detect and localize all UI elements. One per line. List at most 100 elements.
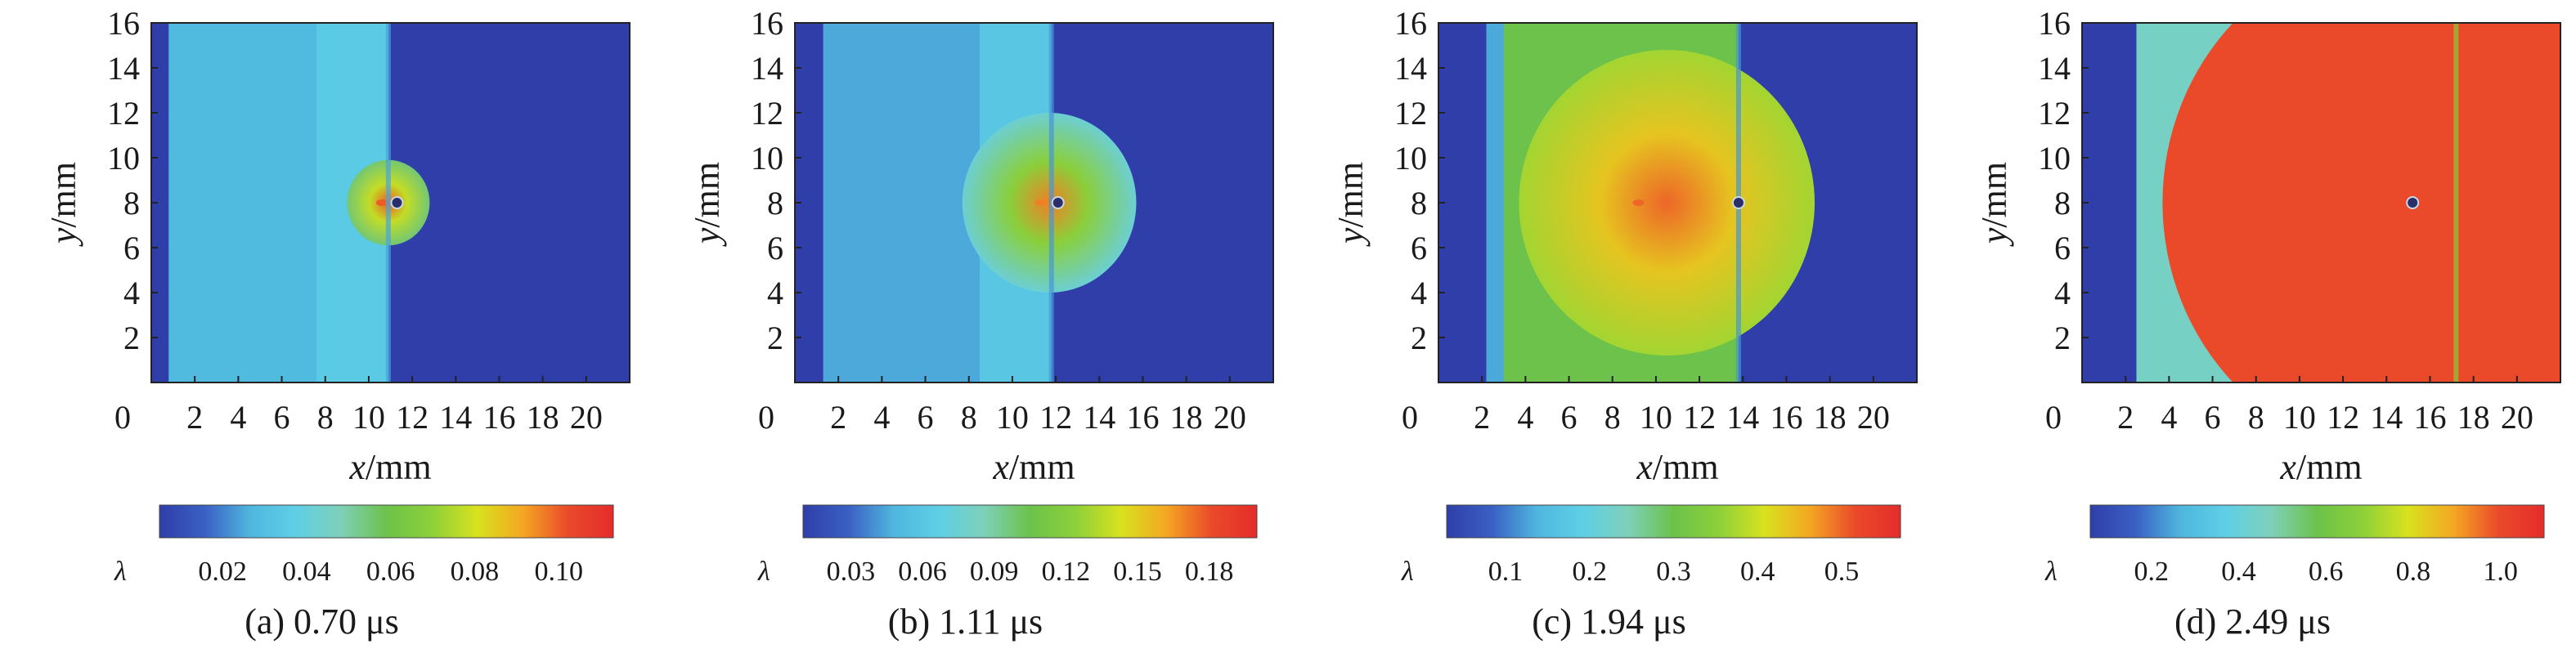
colorbar-tick-label: 0.08 — [451, 557, 500, 587]
x-tick-label: 18 — [2457, 399, 2490, 436]
y-axis-unit: /mm — [687, 162, 727, 228]
colorbar — [802, 504, 1258, 539]
x-tick-label: 2 — [2117, 399, 2134, 436]
colorbar-tick-label: 0.2 — [2134, 557, 2169, 587]
y-tick-label: 10 — [2038, 140, 2071, 177]
x-tick-label: 4 — [873, 399, 890, 436]
y-tick-label: 2 — [2054, 320, 2071, 356]
x-tick-label: 20 — [2501, 399, 2533, 436]
x-axis-unit: /mm — [366, 447, 432, 487]
x-tick-label: 4 — [2161, 399, 2177, 436]
x-tick-label: 12 — [2327, 399, 2359, 436]
x-tick-label: 14 — [2370, 399, 2403, 436]
colorbar-symbol: λ — [757, 557, 770, 587]
caption-text: (b) 1.11 μs — [887, 602, 1043, 642]
heatmap-field — [151, 23, 630, 382]
x-tick-label: 18 — [1814, 399, 1847, 436]
x-tick-label: 2 — [1474, 399, 1490, 436]
shock-front — [2453, 23, 2459, 382]
y-tick-label: 2 — [767, 320, 783, 356]
y-tick-label: 6 — [123, 230, 140, 266]
shock-front — [385, 23, 391, 382]
colorbar-tick-label: 0.4 — [1740, 557, 1775, 587]
y-tick-label: 6 — [2054, 230, 2071, 266]
y-tick-label: 14 — [751, 50, 783, 87]
panel-caption: (c) 1.94 μs — [1287, 601, 1931, 642]
panel-d: 2 4 6 8 10 12 14 16 18 20 2 4 6 8 10 12 14 16 0 x/mm y/mm λ 0.… — [1931, 0, 2574, 662]
colorbar-tick-label: 0.3 — [1656, 557, 1691, 587]
y-tick-label: 2 — [1411, 320, 1427, 356]
y-tick-label: 16 — [2038, 5, 2071, 42]
panel-caption: (a) 0.70 μs — [0, 601, 644, 642]
reaction-bubble — [1519, 50, 1815, 356]
x-tick-label: 20 — [1214, 399, 1246, 436]
heatmap-field — [795, 23, 1273, 382]
colorbar-tick-label: 0.15 — [1113, 557, 1162, 587]
y-tick-label: 12 — [2038, 95, 2071, 132]
x-tick-label: 16 — [482, 399, 515, 436]
x-axis-variable: x — [1636, 447, 1653, 487]
x-tick-label: 14 — [1083, 399, 1115, 436]
colorbar-tick-label: 0.06 — [366, 557, 415, 587]
y-axis-label: y/mm — [1974, 162, 2014, 247]
y-axis-label: y/mm — [687, 162, 727, 247]
caption-text: (d) 2.49 μs — [2174, 602, 2331, 642]
hotspot — [1034, 199, 1047, 206]
heatmap-field — [2082, 23, 2560, 382]
x-tick-label: 4 — [230, 399, 246, 436]
y-tick-label: 6 — [1411, 230, 1427, 266]
particle-marker — [1051, 196, 1065, 209]
colorbar-tick-label: 1.0 — [2483, 557, 2518, 587]
y-tick-label: 10 — [107, 140, 140, 177]
hotspot — [375, 199, 388, 206]
x-axis-variable: x — [992, 447, 1009, 487]
y-axis-variable: y — [1331, 227, 1371, 247]
x-tick-label: 8 — [2248, 399, 2264, 436]
x-axis-unit: /mm — [1009, 447, 1075, 487]
y-tick-label: 14 — [2038, 50, 2071, 87]
x-tick-label: 8 — [317, 399, 334, 436]
x-tick-label: 18 — [1170, 399, 1203, 436]
colorbar-symbol: λ — [2044, 557, 2058, 587]
y-axis-unit: /mm — [1331, 162, 1371, 228]
x-axis-variable: x — [2279, 447, 2296, 487]
x-axis-unit: /mm — [2296, 447, 2363, 487]
y-tick-label: 8 — [2054, 185, 2071, 221]
x-tick-label: 6 — [1561, 399, 1577, 436]
y-axis-variable: y — [43, 227, 83, 247]
x-tick-label: 4 — [1517, 399, 1533, 436]
y-tick-label: 4 — [1411, 275, 1427, 311]
x-axis-label: x/mm — [1636, 447, 1718, 487]
y-tick-label: 2 — [123, 320, 140, 356]
panel-c: 2 4 6 8 10 12 14 16 18 20 2 4 6 8 10 12 14 16 0 x/mm y/mm λ 0.… — [1287, 0, 1931, 662]
origin-label: 0 — [2045, 399, 2062, 436]
colorbar-tick-label: 0.09 — [970, 557, 1019, 587]
y-tick-label: 14 — [107, 50, 140, 87]
x-tick-label: 8 — [1604, 399, 1621, 436]
x-tick-label: 6 — [918, 399, 934, 436]
colorbar — [1446, 504, 1901, 539]
x-tick-label: 16 — [1126, 399, 1159, 436]
x-tick-label: 14 — [1726, 399, 1759, 436]
colorbar-tick-label: 0.02 — [198, 557, 247, 587]
y-tick-label: 4 — [123, 275, 140, 311]
y-tick-label: 10 — [1394, 140, 1427, 177]
colorbar-tick-label: 0.12 — [1042, 557, 1091, 587]
colorbar — [2089, 504, 2545, 539]
colorbar-tick-label: 0.06 — [898, 557, 947, 587]
x-tick-label: 8 — [961, 399, 977, 436]
x-axis-variable: x — [348, 447, 366, 487]
particle-marker — [390, 196, 404, 209]
panel-caption: (b) 1.11 μs — [644, 601, 1287, 642]
colorbar-tick-label: 0.2 — [1572, 557, 1607, 587]
colorbar-tick-label: 0.1 — [1488, 557, 1524, 587]
y-tick-label: 6 — [767, 230, 783, 266]
colorbar-tick-label: 0.6 — [2309, 557, 2344, 587]
y-tick-label: 10 — [751, 140, 783, 177]
particle-marker — [2406, 196, 2420, 209]
y-axis-label: y/mm — [43, 162, 83, 247]
heatmap-field — [1438, 23, 1917, 382]
